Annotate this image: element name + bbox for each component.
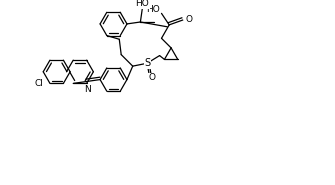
- Text: O: O: [186, 15, 193, 24]
- Text: HO: HO: [146, 5, 159, 14]
- Text: O: O: [148, 73, 155, 82]
- Text: S: S: [144, 58, 150, 68]
- Text: Cl: Cl: [35, 79, 43, 88]
- Text: HO: HO: [135, 0, 149, 8]
- Text: N: N: [84, 85, 91, 94]
